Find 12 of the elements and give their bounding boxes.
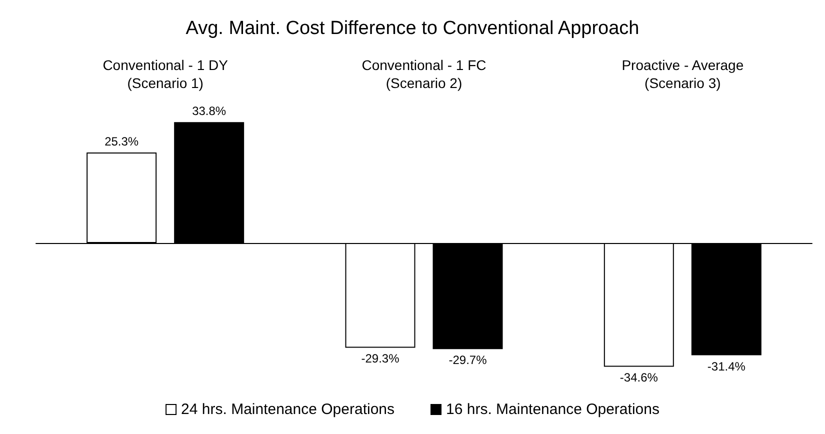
- x-tick-label: Proactive - Average (Scenario 3): [622, 57, 744, 91]
- legend-label: 24 hrs. Maintenance Operations: [181, 401, 395, 418]
- data-label: -34.6%: [620, 370, 658, 385]
- data-label: 33.8%: [192, 104, 226, 118]
- chart-title: Avg. Maint. Cost Difference to Conventional Approach: [186, 18, 640, 39]
- data-label: -29.7%: [448, 353, 488, 368]
- data-label: -31.4%: [707, 359, 746, 374]
- data-label: 25.3%: [104, 134, 139, 149]
- x-tick-label: Conventional - 1 FC (Scenario 2): [362, 57, 486, 91]
- data-label: -29.3%: [361, 352, 400, 366]
- legend-label: 16 hrs. Maintenance Operations: [446, 401, 660, 418]
- x-tick-label: Conventional - 1 DY (Scenario 1): [102, 57, 229, 91]
